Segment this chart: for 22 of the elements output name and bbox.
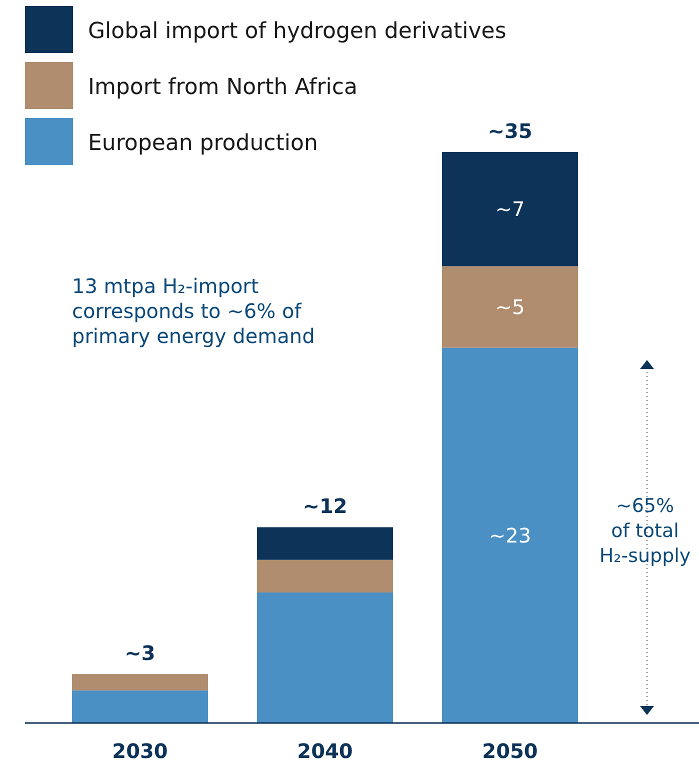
annotation: ~65% of total H₂-supply — [599, 495, 691, 567]
legend-label: Global import of hydrogen derivatives — [88, 19, 506, 44]
bar — [257, 527, 393, 560]
total-label: ~3 — [124, 641, 156, 666]
bar — [442, 348, 578, 723]
x-tick-label: 2030 — [112, 739, 168, 763]
total-label: ~35 — [488, 119, 532, 143]
data-label: ~23 — [488, 523, 532, 548]
bar — [257, 592, 393, 723]
bar — [442, 152, 578, 266]
bar — [442, 266, 578, 348]
total-label: ~12 — [302, 494, 348, 518]
annotation: 13 mtpa H₂-import corresponds to ~6% of primary energy demand — [72, 274, 315, 348]
data-label: ~5 — [495, 294, 525, 319]
legend-label: Import from North Africa — [88, 75, 358, 100]
x-tick-label: 2050 — [482, 739, 538, 763]
bar — [257, 560, 393, 592]
x-tick-label: 2040 — [297, 739, 353, 763]
bar — [72, 674, 208, 690]
data-label: ~7 — [495, 197, 525, 222]
legend-label: European production — [88, 131, 318, 156]
bar — [72, 690, 208, 723]
